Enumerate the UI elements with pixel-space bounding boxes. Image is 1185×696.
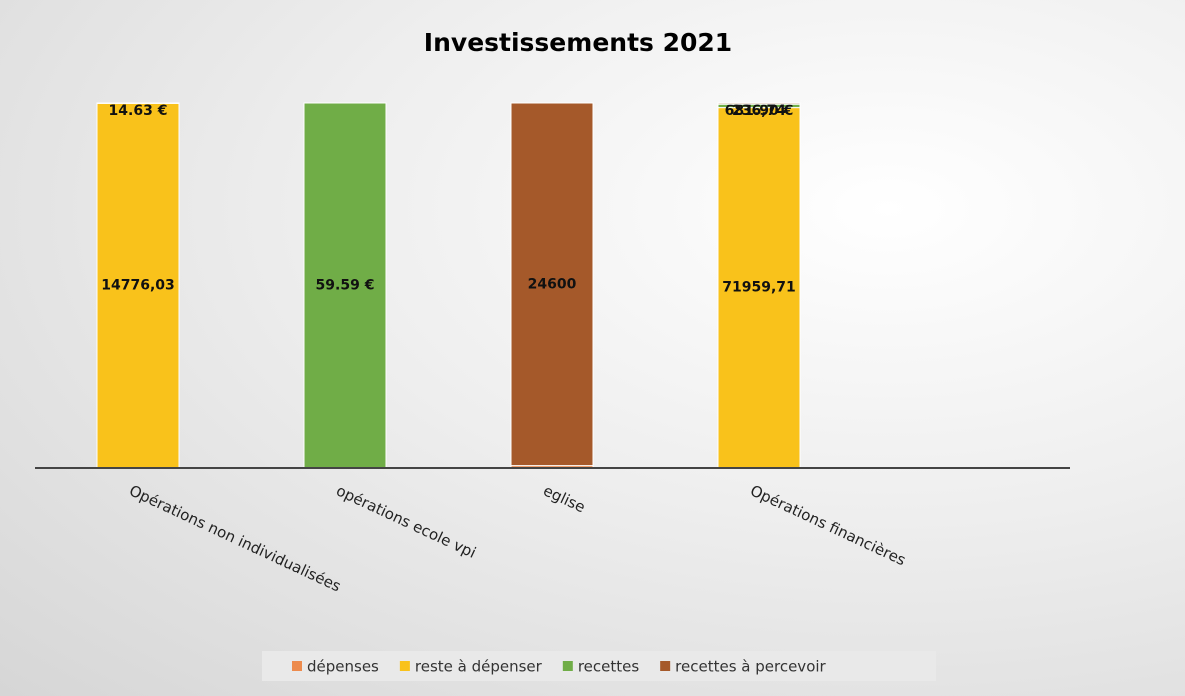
legend-label: reste à dépenser xyxy=(415,658,543,676)
data-label: 14776,03 xyxy=(101,278,175,294)
legend-box xyxy=(262,651,936,681)
data-label: 59.59 € xyxy=(316,278,375,294)
data-label: 14.63 € xyxy=(109,103,168,119)
data-label: 236,74 xyxy=(732,103,786,119)
data-label: 71959,71 xyxy=(722,280,796,296)
x-tick-label: Opérations financières xyxy=(747,481,908,569)
legend-swatch xyxy=(660,661,671,671)
legend-swatch xyxy=(399,661,410,671)
x-tick-label: Opérations non individualisées xyxy=(126,481,343,595)
legend-label: recettes xyxy=(578,658,640,676)
legend-label: dépenses xyxy=(307,658,379,676)
x-tick-label: eglise xyxy=(540,481,588,516)
bar-segment xyxy=(717,107,801,469)
data-label: 24600 xyxy=(528,276,577,292)
chart-title: Investissements 2021 xyxy=(424,28,732,57)
data-label: 681.90 € xyxy=(725,103,794,119)
x-tick-label: opérations ecole vpi xyxy=(333,481,478,562)
legend-label: recettes à percevoir xyxy=(675,658,826,676)
legend-swatch xyxy=(562,661,573,671)
bar-segment xyxy=(510,102,594,467)
bar-segment xyxy=(303,102,387,469)
legend-swatch xyxy=(292,661,302,671)
bar-segment xyxy=(717,102,801,105)
